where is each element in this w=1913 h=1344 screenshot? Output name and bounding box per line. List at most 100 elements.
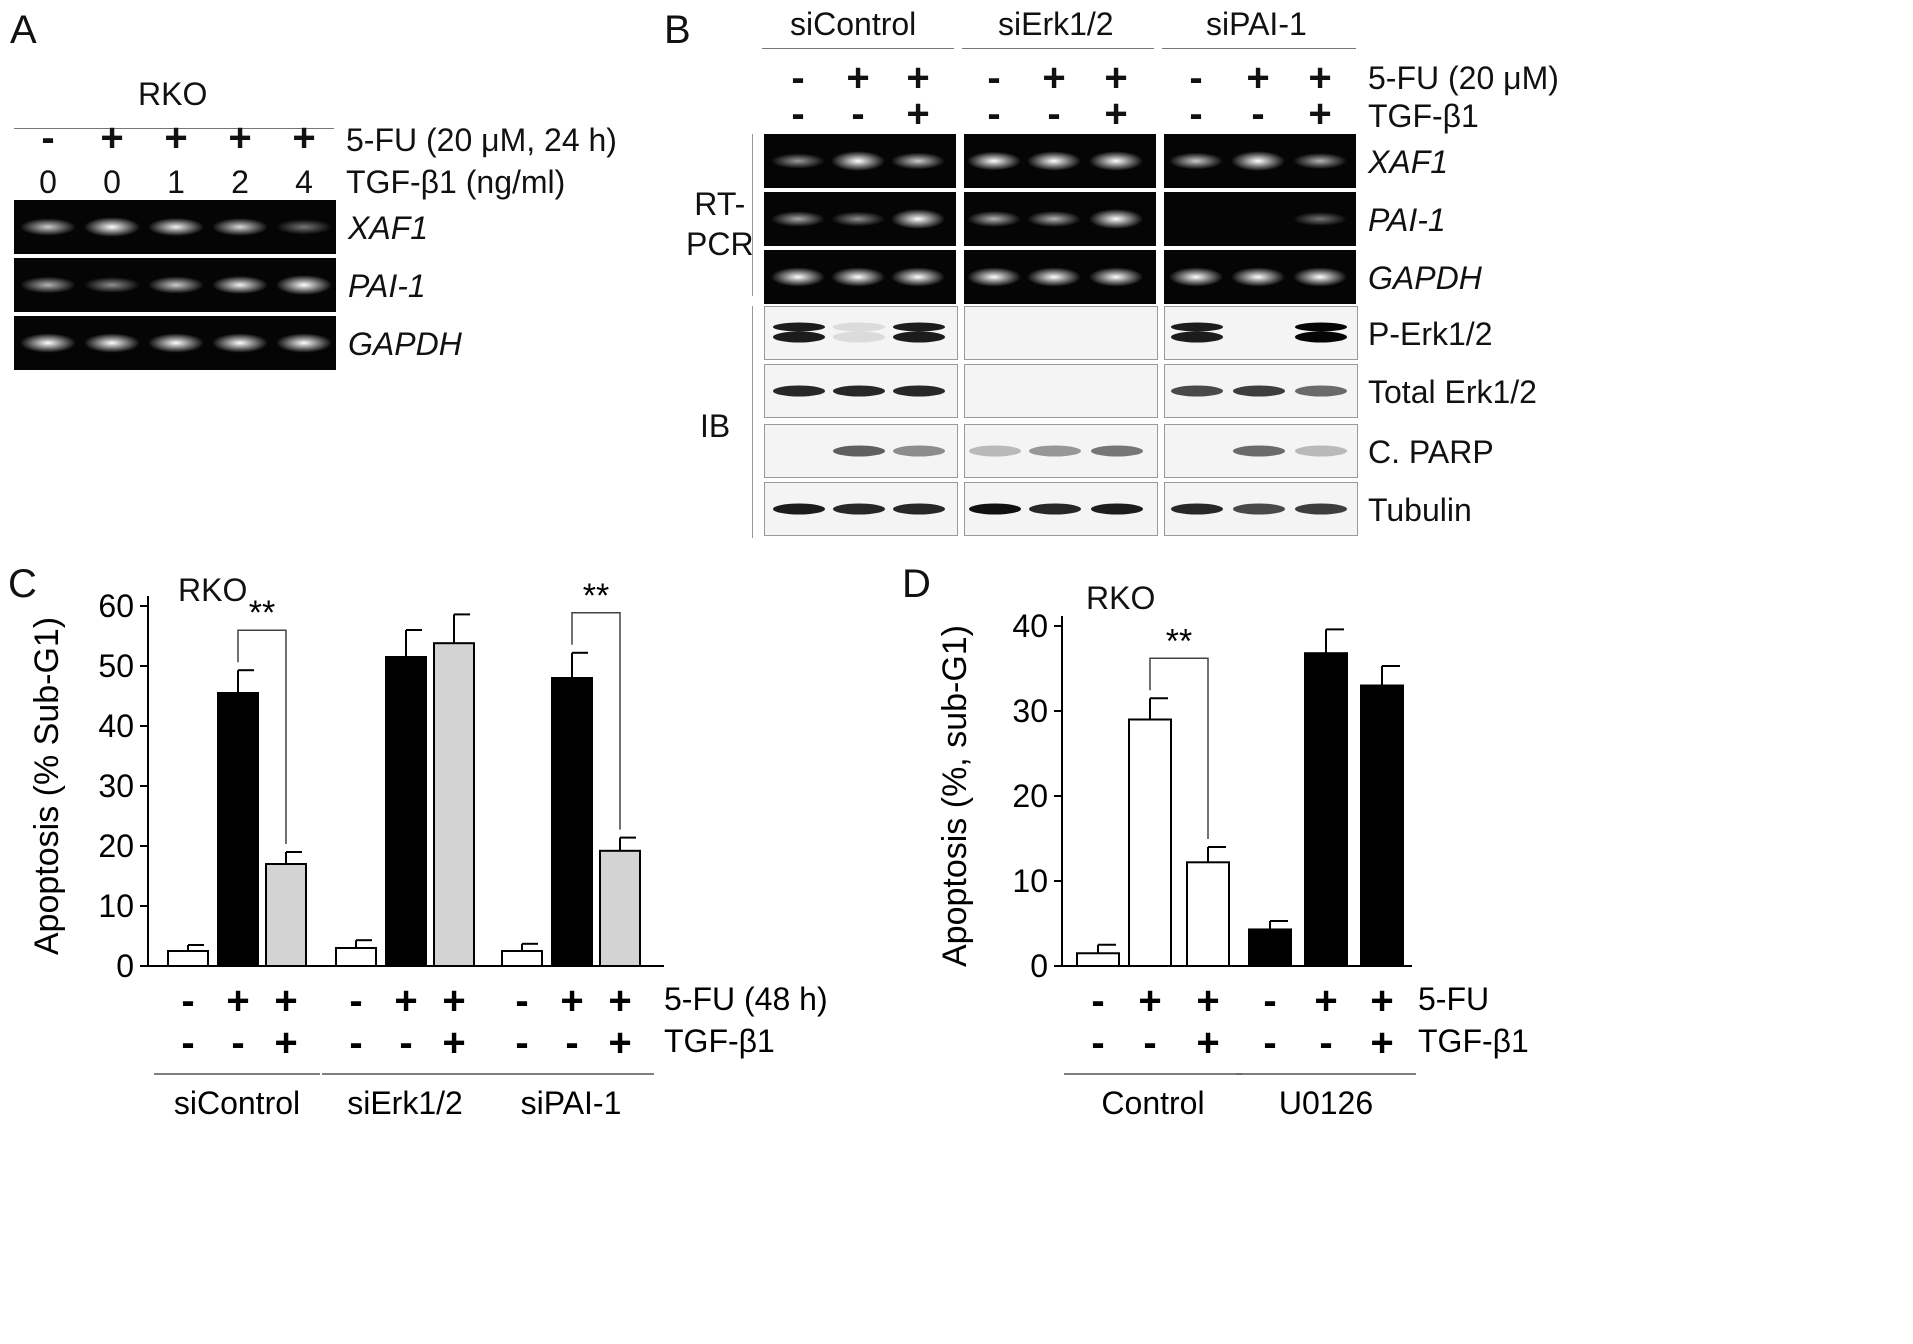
panel-b-gel-box: [764, 192, 956, 246]
panel-b-blot-box: [1164, 482, 1358, 536]
gel-band: [148, 276, 204, 294]
panel-b-rtpcr-text: RT- PCR: [686, 186, 754, 262]
panel-b-group-sierk: siErk1/2: [998, 6, 1114, 42]
panel-b-tgf-sign: -: [987, 92, 1001, 136]
bar-sicontrol: [167, 950, 209, 967]
blot-band: [969, 503, 1021, 515]
blot-band: [1029, 503, 1081, 515]
panel-a-tgf-label: TGF-β1 (ng/ml): [346, 164, 566, 200]
panel-b-fu-sign: +: [1246, 56, 1270, 100]
panel-b-gel-box: [964, 250, 1156, 304]
blot-band: [1233, 445, 1285, 457]
fu-sign: +: [1370, 979, 1393, 1023]
panel-a-fu-sign: -: [41, 116, 55, 160]
panel-a-gel-gapdh: [14, 316, 336, 370]
panel-b-gel-box: [1164, 192, 1356, 246]
panel-b-fu-sign: +: [1308, 56, 1332, 100]
fu-sign: +: [1196, 979, 1219, 1023]
fu-sign: -: [181, 979, 194, 1023]
gel-band: [20, 333, 76, 353]
y-tick-label: 60: [98, 588, 134, 624]
gel-band: [1027, 211, 1081, 227]
bar-sipai1: [599, 849, 641, 967]
significance-bracket: [1149, 657, 1209, 839]
panel-b-blot-box: [964, 364, 1158, 418]
tgf-sign: +: [274, 1021, 297, 1065]
blot-band: [1295, 322, 1347, 332]
gel-band: [1293, 212, 1347, 226]
bar-sipai1: [501, 950, 543, 967]
blot-band: [1171, 322, 1223, 332]
y-tick-label: 40: [1012, 608, 1048, 644]
panel-a-fu-sign: +: [164, 116, 188, 160]
gel-band: [1027, 151, 1081, 171]
panel-b-fu-label: 5-FU (20 μM): [1368, 60, 1559, 96]
panel-b-blot-label-totalerk: Total Erk1/2: [1368, 374, 1537, 410]
panel-a-tgf-dose: 4: [295, 164, 313, 200]
blot-band: [773, 385, 825, 397]
blot-band: [1171, 503, 1223, 515]
panel-b-group-divider-1: [762, 48, 954, 49]
tgf-sign: +: [1196, 1021, 1219, 1065]
panel-b-blot-label-tubulin: Tubulin: [1368, 492, 1472, 528]
gel-band: [84, 333, 140, 353]
gel-band: [212, 275, 268, 295]
panel-d-cell-line: RKO: [1086, 580, 1156, 616]
fu-sign: +: [226, 979, 249, 1023]
fu-sign: +: [1314, 979, 1337, 1023]
blot-band: [893, 385, 945, 397]
panel-b-fu-sign: -: [1189, 56, 1203, 100]
panel-a-cell-line: RKO: [138, 76, 208, 112]
blot-band: [833, 445, 885, 457]
bar-sipai1: [551, 677, 593, 967]
panel-b-gel-label-xaf1: XAF1: [1368, 144, 1449, 180]
gel-band: [1089, 151, 1143, 171]
blot-band: [1233, 385, 1285, 397]
bar-sierk12: [385, 656, 427, 967]
y-tick-label: 0: [116, 948, 134, 984]
panel-b-blot-box: [764, 364, 958, 418]
blot-band: [1029, 445, 1081, 457]
panel-a-fu-sign: +: [228, 116, 252, 160]
y-tick-label: 40: [98, 708, 134, 744]
panel-b-tgf-sign: -: [1251, 92, 1265, 136]
panel-b-fu-sign: +: [906, 56, 930, 100]
blot-band: [1171, 385, 1223, 397]
fu-sign: -: [349, 979, 362, 1023]
gel-band: [771, 267, 825, 287]
blot-band: [1295, 503, 1347, 515]
gel-band: [276, 219, 332, 235]
bar-control: [1076, 952, 1120, 967]
panel-b-fu-sign: -: [791, 56, 805, 100]
y-tick-label: 30: [98, 768, 134, 804]
bar-control: [1128, 718, 1172, 967]
blot-band: [1295, 385, 1347, 397]
tgf-sign: -: [1091, 1021, 1104, 1065]
blot-band: [773, 322, 825, 332]
panel-b-gel-box: [964, 192, 1156, 246]
gel-band: [1293, 267, 1347, 287]
blot-band: [969, 445, 1021, 457]
panel-b-gel-box: [1164, 250, 1356, 304]
gel-band: [1231, 267, 1285, 287]
gel-band: [1027, 267, 1081, 287]
blot-band: [833, 322, 885, 332]
gel-band: [831, 151, 885, 171]
panel-b-letter: B: [664, 8, 691, 52]
bar-sierk12: [335, 947, 377, 967]
tgf-sign: -: [1263, 1021, 1276, 1065]
panel-b-blot-label-perk: P-Erk1/2: [1368, 316, 1493, 352]
panel-b-blot-box: [1164, 424, 1358, 478]
fu-sign: +: [442, 979, 465, 1023]
gel-band: [20, 276, 76, 294]
blot-band: [893, 331, 945, 343]
panel-b-group-divider-3: [1162, 48, 1356, 49]
panel-b-tgf-sign: -: [1189, 92, 1203, 136]
gel-band: [1231, 151, 1285, 171]
panel-a-gene-label-xaf1: XAF1: [348, 210, 429, 246]
blot-band: [893, 503, 945, 515]
blot-band: [1233, 503, 1285, 515]
panel-b-fu-sign: +: [846, 56, 870, 100]
